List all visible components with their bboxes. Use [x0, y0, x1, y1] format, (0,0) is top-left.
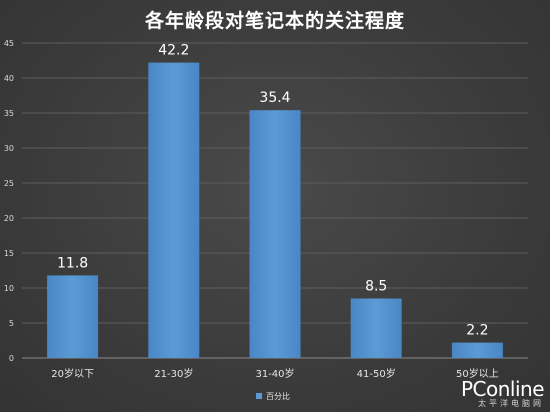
legend-label: 百分比	[266, 391, 290, 401]
bar	[47, 275, 99, 358]
watermark-tagline: 太平洋电脑网	[478, 399, 544, 408]
x-tick-label: 41-50岁	[357, 367, 396, 380]
data-label: 35.4	[259, 90, 290, 106]
y-tick-label: 25	[4, 179, 14, 188]
y-tick-label: 5	[9, 319, 14, 328]
y-tick-label: 15	[4, 249, 14, 258]
y-tick-label: 40	[4, 74, 14, 83]
bar	[350, 298, 402, 358]
y-tick-label: 30	[4, 144, 14, 153]
watermark-brand: PConline	[460, 377, 545, 401]
y-tick-label: 35	[4, 109, 14, 118]
bar	[148, 62, 200, 358]
x-tick-label: 21-30岁	[154, 367, 193, 380]
bar	[451, 342, 503, 358]
data-label: 11.8	[57, 255, 88, 271]
data-label: 8.5	[365, 279, 387, 295]
pconline-watermark: PConline 太平洋电脑网	[460, 377, 545, 408]
x-tick-label: 31-40岁	[255, 367, 294, 380]
y-tick-label: 45	[4, 39, 14, 48]
data-label: 2.2	[466, 323, 488, 339]
data-label: 42.2	[158, 43, 189, 59]
y-tick-label: 20	[4, 214, 14, 223]
x-tick-label: 50岁以上	[456, 367, 499, 380]
y-tick-label: 10	[4, 284, 14, 293]
legend-swatch	[256, 393, 262, 399]
chart-title: 各年龄段对笔记本的关注程度	[144, 10, 405, 32]
bar	[249, 110, 301, 358]
x-tick-label: 20岁以下	[51, 367, 94, 380]
y-tick-label: 0	[9, 354, 14, 363]
